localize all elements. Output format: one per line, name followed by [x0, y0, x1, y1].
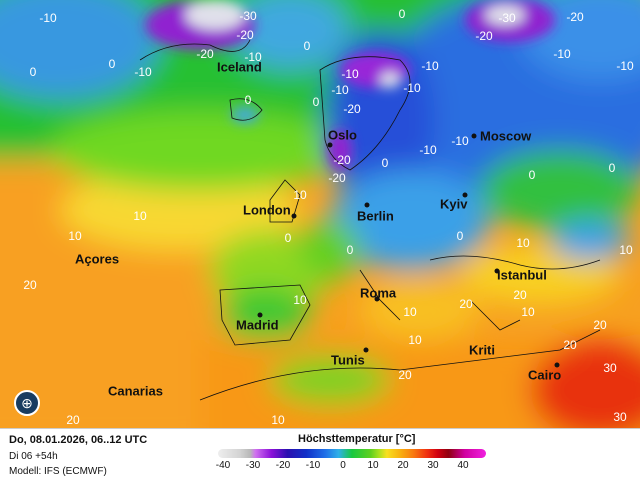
legend-title: Höchsttemperatur [°C]: [298, 433, 416, 445]
city-marker: [374, 296, 380, 302]
isotherm-label: 10: [293, 188, 307, 202]
legend-tick: -10: [305, 460, 321, 471]
isotherm-label: 10: [68, 229, 82, 243]
legend-tick: 20: [397, 460, 409, 471]
legend-tick: 10: [367, 460, 379, 471]
isotherm-label: -20: [333, 153, 351, 167]
isotherm-label: 20: [23, 278, 37, 292]
isotherm-label: 10: [408, 333, 422, 347]
isotherm-label: -10: [553, 47, 571, 61]
forecast-step: Di 06 +54h: [9, 451, 58, 462]
isotherm-label: -20: [328, 171, 346, 185]
city-marker: [291, 213, 297, 219]
city-marker: [364, 202, 370, 208]
legend-tick: 0: [340, 460, 346, 471]
isotherm-label: 0: [244, 93, 252, 107]
city-label-kriti: Kriti: [469, 342, 495, 358]
city-label-iceland: Iceland: [217, 59, 262, 75]
globe-logo-icon[interactable]: ⊕: [14, 390, 40, 416]
color-scale-bar: [218, 449, 486, 458]
legend-tick: -20: [275, 460, 291, 471]
city-label-kyiv: Kyiv: [440, 196, 468, 212]
city-label-oslo: Oslo: [328, 127, 357, 143]
legend-tick: -40: [215, 460, 231, 471]
isotherm-label: 0: [29, 65, 37, 79]
isotherm-label: -20: [196, 47, 214, 61]
isotherm-label: 10: [293, 293, 307, 307]
coastlines: [139, 39, 601, 401]
legend-tick: 40: [457, 460, 469, 471]
isotherm-label: 20: [398, 368, 412, 382]
city-marker: [462, 192, 468, 198]
model-name: Modell: IFS (ECMWF): [9, 466, 107, 477]
city-label-istanbul: Istanbul: [497, 267, 547, 283]
isotherm-label: -10: [341, 67, 359, 81]
city-label-roma: Roma: [360, 285, 397, 301]
isotherm-label: 0: [456, 229, 464, 243]
isotherm-label: 10: [521, 305, 535, 319]
isotherm-label: 0: [608, 161, 616, 175]
isotherm-label: 20: [459, 297, 473, 311]
temperature-map[interactable]: -10 -30 -20 -10 -20 0 0 -10 0 -30 -20 -20 -10 -10 0 -10…: [0, 0, 640, 428]
city-marker: [257, 312, 263, 318]
isotherm-label: -10: [616, 59, 634, 73]
isotherm-label: 10: [133, 209, 147, 223]
isotherm-label: -20: [566, 10, 584, 24]
isotherm-label: -10: [134, 65, 152, 79]
isotherm-label: -20: [343, 102, 361, 116]
city-label-açores: Açores: [75, 251, 120, 267]
city-marker: [494, 268, 500, 274]
isotherm-label: 0: [528, 168, 536, 182]
isotherm-label: 20: [513, 288, 527, 302]
city-marker: [363, 347, 369, 353]
isotherm-label: 10: [271, 413, 285, 427]
city-marker: [471, 133, 477, 139]
isotherm-label: 0: [312, 95, 320, 109]
city-label-madrid: Madrid: [236, 317, 279, 333]
isotherm-label: 0: [108, 57, 116, 71]
isotherm-label: 30: [613, 410, 627, 424]
isotherm-label: 0: [381, 156, 389, 170]
isotherm-label: -10: [403, 81, 421, 95]
isotherm-label: -30: [239, 9, 257, 23]
isotherm-label: 10: [403, 305, 417, 319]
temperature-field: [0, 0, 640, 428]
city-label-berlin: Berlin: [357, 208, 394, 224]
footer: Do, 08.01.2026, 06..12 UTC Di 06 +54h Mo…: [0, 428, 640, 479]
isotherm-label: 0: [346, 243, 354, 257]
city-label-london: London: [243, 202, 291, 218]
isotherm-label: 0: [303, 39, 311, 53]
isotherm-label: 0: [398, 7, 406, 21]
isotherm-label: -30: [498, 11, 516, 25]
isotherm-label: -10: [39, 11, 57, 25]
isotherm-label: -10: [419, 143, 437, 157]
isotherm-label: -10: [331, 83, 349, 97]
isotherm-label: 20: [66, 413, 80, 427]
city-label-cairo: Cairo: [528, 367, 562, 383]
city-label-canarias: Canarias: [108, 383, 163, 399]
isotherm-label: -10: [421, 59, 439, 73]
legend-tick: 30: [427, 460, 439, 471]
city-marker: [554, 362, 560, 368]
isotherm-label: 20: [563, 338, 577, 352]
city-marker: [327, 142, 333, 148]
city-label-moscow: Moscow: [480, 128, 532, 144]
city-label-tunis: Tunis: [331, 352, 365, 368]
isotherm-label: 0: [284, 231, 292, 245]
isotherm-label: -20: [475, 29, 493, 43]
run-time: Do, 08.01.2026, 06..12 UTC: [9, 434, 148, 446]
isotherm-label: 30: [603, 361, 617, 375]
isotherm-label: 20: [593, 318, 607, 332]
isotherm-label: 10: [516, 236, 530, 250]
isotherm-label: -10: [244, 50, 262, 64]
isotherm-label: -20: [236, 28, 254, 42]
isotherm-label: 10: [619, 243, 633, 257]
isotherm-label: -10: [451, 134, 469, 148]
legend-tick: -30: [245, 460, 261, 471]
